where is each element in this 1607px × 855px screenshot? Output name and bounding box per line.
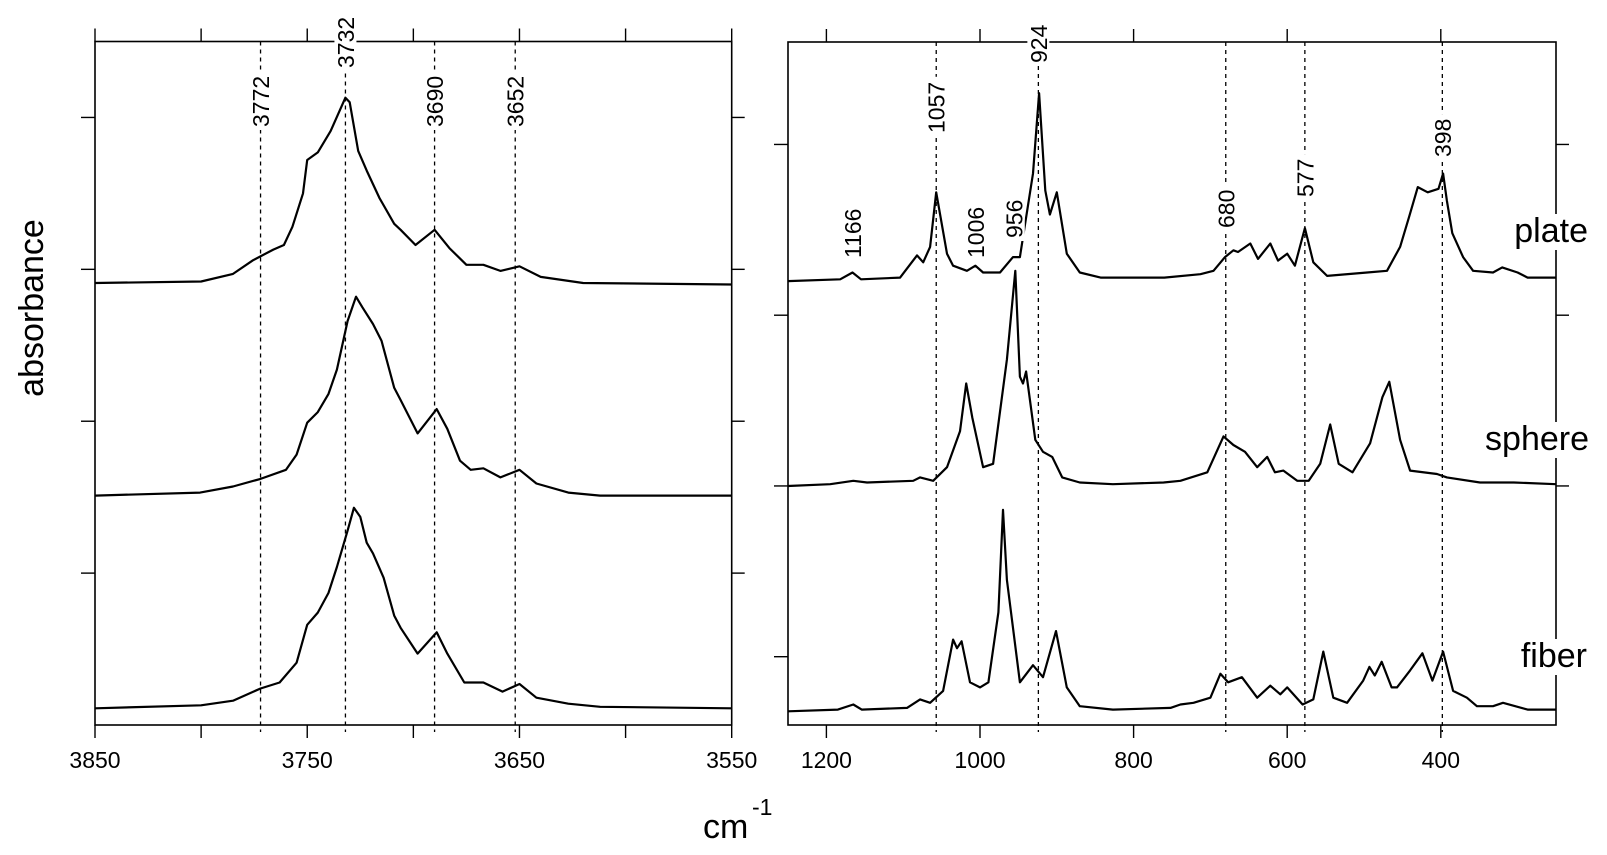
peak-label-background bbox=[1214, 185, 1237, 231]
panel-right-frame bbox=[787, 41, 1557, 726]
peak-label: 1166 bbox=[840, 209, 866, 258]
series-label-sphere: sphere bbox=[1485, 420, 1589, 458]
panel-right-x-tick-label: 400 bbox=[1422, 747, 1460, 773]
peak-label: 3690 bbox=[422, 76, 448, 127]
peak-label: 398 bbox=[1430, 119, 1456, 157]
series-label-fiber: fiber bbox=[1521, 637, 1587, 675]
peak-label-background bbox=[249, 70, 272, 130]
panel-left-x-tick-label: 3850 bbox=[69, 747, 120, 773]
peak-label: 577 bbox=[1292, 159, 1318, 197]
peak-label: 1006 bbox=[963, 207, 989, 258]
panel-right-spectrum-fiber bbox=[787, 508, 1556, 713]
series-label-background bbox=[1495, 639, 1589, 675]
peak-label-background bbox=[964, 201, 987, 261]
peak-label-background bbox=[504, 70, 527, 130]
peak-label-background bbox=[841, 201, 864, 261]
peak-label-background bbox=[925, 76, 948, 136]
panel-right-x-tick-label: 600 bbox=[1268, 747, 1306, 773]
panel-left-x-tick-label: 3650 bbox=[494, 747, 545, 773]
panel-left-x-tick-label: 3750 bbox=[282, 747, 333, 773]
panel-left-spectrum-series-0 bbox=[94, 96, 732, 286]
peak-label-background bbox=[1027, 20, 1050, 67]
series-label-background bbox=[1479, 422, 1591, 458]
peak-label: 3732 bbox=[333, 17, 359, 68]
peak-label-background bbox=[1293, 154, 1316, 200]
x-axis-title-superscript: -1 bbox=[752, 794, 772, 820]
peak-label: 924 bbox=[1026, 24, 1052, 63]
peak-label-background bbox=[1431, 114, 1454, 160]
panel-right-x-tick-label: 1000 bbox=[954, 747, 1005, 773]
panel-right-spectrum-sphere bbox=[787, 269, 1557, 488]
panel-left-x-tick-label: 3550 bbox=[706, 747, 757, 773]
peak-label: 956 bbox=[1001, 200, 1027, 238]
peak-label-background bbox=[1002, 195, 1025, 241]
peak-label: 1057 bbox=[924, 82, 950, 133]
series-label-background bbox=[1496, 214, 1590, 250]
peak-label: 3652 bbox=[503, 76, 529, 127]
peak-label-background bbox=[423, 70, 446, 130]
y-axis-title: absorbance bbox=[13, 219, 51, 397]
panel-right-x-tick-label: 800 bbox=[1114, 747, 1152, 773]
x-axis-title-base: cm bbox=[703, 808, 748, 846]
panel-right-x-tick-label: 1200 bbox=[801, 747, 852, 773]
panel-right-spectrum-plate bbox=[787, 92, 1556, 283]
peak-label: 3772 bbox=[248, 76, 274, 127]
series-label-plate: plate bbox=[1514, 212, 1588, 250]
panel-left-spectrum-series-2 bbox=[94, 506, 732, 710]
peak-label-background bbox=[334, 11, 357, 72]
panel-left-spectrum-series-1 bbox=[94, 295, 732, 497]
peak-label: 680 bbox=[1213, 190, 1239, 228]
x-axis-title: cm bbox=[703, 808, 748, 846]
panel-left-frame bbox=[94, 40, 733, 726]
